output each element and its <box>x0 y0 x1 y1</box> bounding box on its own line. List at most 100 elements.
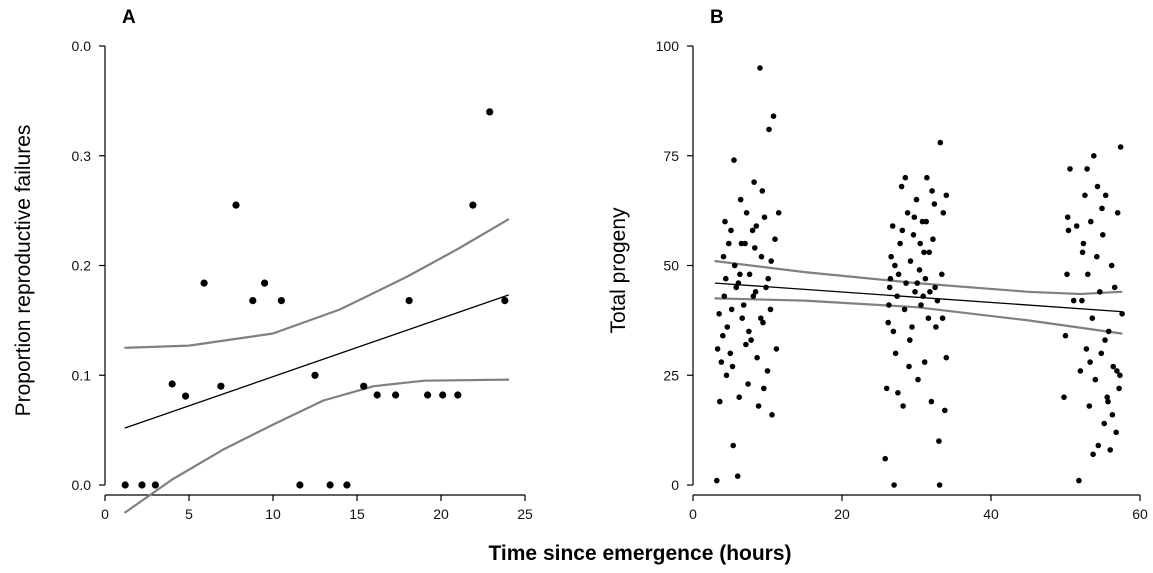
panel-b-point <box>931 201 938 207</box>
panel-b-point <box>714 346 721 352</box>
panel-b-point <box>729 363 736 370</box>
panel-b-point <box>750 293 757 300</box>
panel-a-point <box>182 392 190 400</box>
panel-a-x-tick-label: 20 <box>433 506 449 522</box>
panel-b-point <box>904 210 911 216</box>
panel-b-point <box>758 315 764 322</box>
panel-a-point <box>454 391 462 399</box>
panel-a-point <box>326 481 334 489</box>
panel-a-y-axis-label: Proportion reproductive failures <box>12 125 35 417</box>
panel-b-point <box>937 139 944 146</box>
panel-b-point <box>882 455 888 462</box>
panel-b-point <box>1099 205 1105 212</box>
panel-b-point <box>1108 262 1115 269</box>
panel-b-point <box>1114 368 1120 374</box>
panel-b-point <box>734 473 741 480</box>
panel-b-point <box>724 324 731 330</box>
panel-a-point <box>439 391 447 399</box>
panel-b-point <box>1101 420 1107 427</box>
panel-b-point <box>923 218 929 225</box>
panel-b-point <box>751 179 757 185</box>
panel-b-point <box>739 315 745 322</box>
panel-b-point <box>1111 284 1118 291</box>
panel-a-x-tick-label: 0 <box>101 506 109 522</box>
panel-b-point <box>752 289 759 295</box>
figure-x-axis-label: Time since emergence (hours) <box>488 542 791 565</box>
panel-b-point <box>1094 183 1101 190</box>
panel-b-point <box>917 240 923 247</box>
panel-b-point <box>748 337 754 343</box>
panel-b-point <box>894 293 900 300</box>
panel-b-point <box>1077 368 1084 374</box>
panel-b-point <box>740 302 747 308</box>
panel-b-point <box>726 240 732 247</box>
panel-b-point <box>1085 271 1091 278</box>
panel-b-point <box>761 385 767 392</box>
panel-b-point <box>899 227 906 234</box>
panel-b-point <box>731 262 738 269</box>
panel-b-point <box>1094 253 1100 260</box>
panel-b-point <box>1092 376 1099 383</box>
panel-b-point <box>921 249 927 256</box>
panel-b-point <box>902 174 909 181</box>
panel-b-point <box>939 271 945 278</box>
panel-b-point <box>728 227 734 234</box>
panel-b-point <box>1083 346 1090 352</box>
panel-b-y-tick-label: 0 <box>671 477 679 493</box>
panel-b-point <box>761 214 768 220</box>
panel-a-point <box>424 391 432 399</box>
panel-b-point <box>721 293 728 300</box>
panel-b-point <box>746 271 753 278</box>
panel-b-point <box>897 240 903 247</box>
panel-b-point <box>1104 394 1110 401</box>
panel-b-point <box>1065 227 1072 234</box>
panel-a-y-tick-label: 0.2 <box>72 258 92 274</box>
panel-b-point <box>883 385 890 392</box>
panel-b-point <box>760 319 766 326</box>
panel-a-point <box>486 108 494 116</box>
panel-b-x-tick-label: 20 <box>834 506 850 522</box>
panel-b-point <box>737 196 744 203</box>
panel-b-point <box>921 359 928 365</box>
panel-b-point <box>1064 214 1071 220</box>
panel-b-point <box>714 477 720 484</box>
panel-a-point <box>392 391 400 399</box>
panel-b-point <box>898 183 905 190</box>
panel-a-point <box>469 201 477 209</box>
panel-a-x-tick-label: 15 <box>349 506 365 522</box>
panel-a-point <box>501 297 509 305</box>
panel-b-point <box>717 398 723 405</box>
panel-b-point <box>1088 218 1094 225</box>
panel-b-point <box>755 403 762 409</box>
panel-a: A 0.0 0.1 0.2 0.3 0.0 0 5 10 15 20 25 Proportion rep… <box>12 7 533 522</box>
panel-b-ci-lower <box>714 297 1123 335</box>
panel-b-point <box>918 302 924 308</box>
panel-a-point <box>138 481 146 489</box>
panel-b-point <box>916 267 923 273</box>
panel-b-point <box>1090 451 1096 458</box>
panel-b-point <box>933 324 939 330</box>
panel-b-point <box>939 315 946 322</box>
panel-b-point <box>758 253 765 260</box>
panel-a-fit-line <box>124 294 509 429</box>
panel-a-point <box>151 481 159 489</box>
panel-b-point <box>1062 332 1069 339</box>
panel-a-point <box>373 391 381 399</box>
panel-b-point <box>907 258 914 264</box>
panel-b-point <box>1100 232 1106 238</box>
panel-b-point <box>720 332 726 339</box>
panel-b-point <box>720 253 727 260</box>
panel-b-point <box>891 482 897 488</box>
panel-b-point <box>892 262 898 269</box>
panel-b-point <box>943 192 950 199</box>
panel-a-point <box>232 201 240 209</box>
panel-b-point <box>769 412 775 418</box>
panel-b-point <box>766 126 772 133</box>
panel-b-point <box>943 354 950 361</box>
panel-a-y-tick-label: 0.0 <box>72 38 92 54</box>
panel-b-point <box>733 284 739 291</box>
panel-b-point <box>887 275 894 282</box>
panel-b-x-tick-label: 0 <box>689 506 697 522</box>
panel-b-point <box>1079 249 1086 256</box>
